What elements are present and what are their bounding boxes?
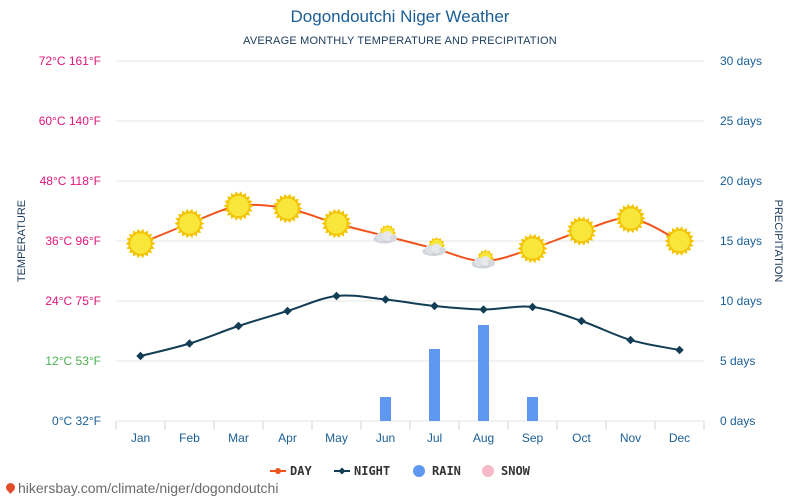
chart-subtitle: AVERAGE MONTHLY TEMPERATURE AND PRECIPIT… <box>243 35 557 47</box>
partly-cloudy-icon <box>471 249 495 269</box>
night-line <box>140 294 680 357</box>
legend-swatch <box>482 465 494 477</box>
cloud-icon <box>422 243 446 256</box>
night-point <box>234 321 243 331</box>
cloud-puff <box>390 234 397 242</box>
rain-bar <box>429 349 440 421</box>
night-point <box>381 295 390 304</box>
x-tick-label: May <box>325 431 348 445</box>
legend-item-night: NIGHT <box>334 464 390 478</box>
y-left-tick-label: 36°C 96°F <box>45 234 101 248</box>
x-tick-label: Nov <box>620 431 641 445</box>
y-left-axis-title: TEMPERATURE <box>16 200 28 282</box>
night-point <box>675 345 684 355</box>
sun-icon <box>272 193 303 224</box>
cloud-puff <box>439 247 446 254</box>
cloud-puff <box>480 256 491 266</box>
night-point <box>283 306 292 316</box>
y-right-tick-label: 0 days <box>720 414 755 428</box>
rain-bar <box>527 397 538 421</box>
sun-disc <box>521 237 544 260</box>
sun-disc <box>227 194 250 218</box>
x-tick-label: Jul <box>427 431 442 445</box>
sun-disc <box>178 212 201 235</box>
y-right-tick-label: 5 days <box>720 354 755 368</box>
y-left-tick-label: 0°C 32°F <box>52 414 101 428</box>
sun-disc <box>276 197 299 220</box>
legend: DAY NIGHT RAIN SNOW <box>270 464 531 478</box>
x-tick-label: Feb <box>179 431 200 445</box>
legend-label: DAY <box>290 464 312 478</box>
night-point <box>626 335 635 345</box>
x-tick-label: Sep <box>522 431 544 445</box>
x-tick-label: Dec <box>669 431 690 445</box>
cloud-puff <box>431 243 442 254</box>
x-tick-label: Jun <box>376 431 395 445</box>
day-line <box>140 203 680 263</box>
legend-item-rain: RAIN <box>413 464 461 478</box>
partly-cloudy-icon <box>373 224 397 244</box>
sun-icon <box>223 191 254 221</box>
sun-disc <box>619 207 642 230</box>
sun-disc <box>668 229 691 253</box>
legend-label: SNOW <box>501 464 531 478</box>
night-point <box>479 305 488 314</box>
rain-bar <box>380 397 391 421</box>
y-left-tick-label: 48°C 118°F <box>40 174 101 188</box>
y-left-tick-label: 24°C 75°F <box>45 294 101 308</box>
cloud-puff <box>382 231 393 241</box>
night-point <box>577 316 586 326</box>
x-tick-label: Jan <box>131 431 150 445</box>
y-right-tick-label: 30 days <box>720 54 762 68</box>
sun-disc <box>325 212 348 235</box>
x-tick-label: Mar <box>228 431 249 445</box>
y-right-axis-title: PRECIPITATION <box>772 200 784 283</box>
y-right-tick-label: 20 days <box>720 174 762 188</box>
cloud-icon <box>373 231 397 244</box>
night-point <box>136 351 145 361</box>
legend-swatch <box>413 465 425 477</box>
cloud-puff <box>488 259 495 267</box>
sun-icon <box>566 216 597 246</box>
source-url: hikersbay.com/climate/niger/dogondoutchi <box>18 480 279 496</box>
y-right-tick-label: 15 days <box>720 234 762 248</box>
rain-bar <box>478 325 489 421</box>
sun-icon <box>664 226 695 256</box>
cloud-icon <box>471 256 495 269</box>
legend-item-snow: SNOW <box>482 464 531 478</box>
y-left-tick-label: 12°C 53°F <box>45 354 101 368</box>
map-pin-icon <box>4 481 17 494</box>
sun-icon <box>517 233 548 264</box>
sun-icon <box>174 208 205 239</box>
sun-disc <box>129 232 152 255</box>
sun-icon <box>125 228 156 259</box>
partly-cloudy-icon <box>422 237 446 256</box>
y-right-tick-label: 25 days <box>720 114 762 128</box>
legend-item-day: DAY <box>270 464 312 478</box>
source-link[interactable]: hikersbay.com/climate/niger/dogondoutchi <box>4 480 279 496</box>
night-point <box>185 339 194 348</box>
y-right-tick-label: 10 days <box>720 294 762 308</box>
night-point <box>528 302 537 312</box>
x-tick-label: Oct <box>572 431 591 445</box>
legend-label: NIGHT <box>354 464 390 478</box>
legend-label: RAIN <box>432 464 461 478</box>
night-point <box>430 301 439 311</box>
legend-marker <box>338 467 346 475</box>
x-tick-label: Apr <box>278 431 297 445</box>
y-left-tick-label: 60°C 140°F <box>39 114 101 128</box>
legend-marker <box>275 468 281 474</box>
sun-disc <box>570 219 593 243</box>
sun-icon <box>615 203 646 234</box>
chart-title: Dogondoutchi Niger Weather <box>290 7 510 26</box>
y-left-tick-label: 72°C 161°F <box>39 54 101 68</box>
sun-icon <box>321 208 352 239</box>
night-point <box>332 291 341 301</box>
x-tick-label: Aug <box>473 431 494 445</box>
